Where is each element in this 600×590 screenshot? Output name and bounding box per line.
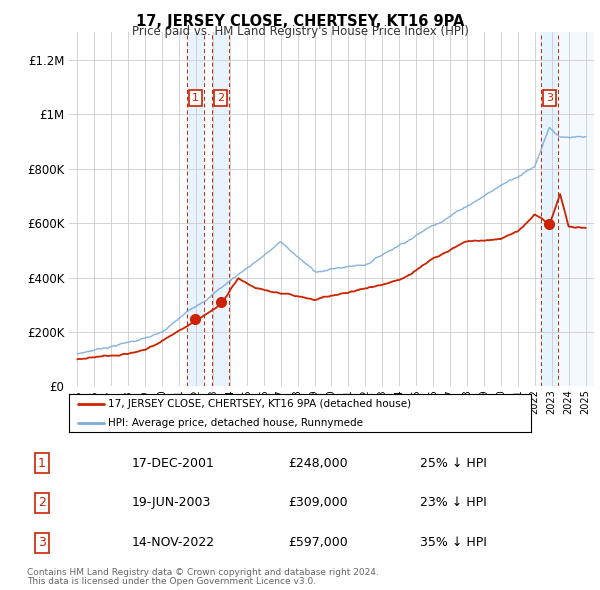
Text: 1: 1 bbox=[192, 93, 199, 103]
Text: £248,000: £248,000 bbox=[288, 457, 347, 470]
Text: HPI: Average price, detached house, Runnymede: HPI: Average price, detached house, Runn… bbox=[108, 418, 363, 428]
Text: 2: 2 bbox=[38, 496, 46, 509]
Text: £597,000: £597,000 bbox=[288, 536, 348, 549]
Text: 14-NOV-2022: 14-NOV-2022 bbox=[132, 536, 215, 549]
Text: 35% ↓ HPI: 35% ↓ HPI bbox=[420, 536, 487, 549]
Text: 25% ↓ HPI: 25% ↓ HPI bbox=[420, 457, 487, 470]
Text: 1: 1 bbox=[38, 457, 46, 470]
Text: 19-JUN-2003: 19-JUN-2003 bbox=[132, 496, 211, 509]
Text: 2: 2 bbox=[217, 93, 224, 103]
Text: £309,000: £309,000 bbox=[288, 496, 347, 509]
Text: 17, JERSEY CLOSE, CHERTSEY, KT16 9PA (detached house): 17, JERSEY CLOSE, CHERTSEY, KT16 9PA (de… bbox=[108, 399, 412, 409]
Bar bbox=[560, 32, 600, 386]
Bar bbox=[212, 32, 229, 386]
Text: 23% ↓ HPI: 23% ↓ HPI bbox=[420, 496, 487, 509]
Bar bbox=[541, 32, 558, 386]
Text: 17-DEC-2001: 17-DEC-2001 bbox=[132, 457, 215, 470]
Text: Contains HM Land Registry data © Crown copyright and database right 2024.: Contains HM Land Registry data © Crown c… bbox=[27, 568, 379, 577]
Text: This data is licensed under the Open Government Licence v3.0.: This data is licensed under the Open Gov… bbox=[27, 578, 316, 586]
Text: 3: 3 bbox=[38, 536, 46, 549]
Text: 17, JERSEY CLOSE, CHERTSEY, KT16 9PA: 17, JERSEY CLOSE, CHERTSEY, KT16 9PA bbox=[136, 14, 464, 29]
Text: Price paid vs. HM Land Registry's House Price Index (HPI): Price paid vs. HM Land Registry's House … bbox=[131, 25, 469, 38]
Text: 3: 3 bbox=[546, 93, 553, 103]
Bar bbox=[187, 32, 204, 386]
